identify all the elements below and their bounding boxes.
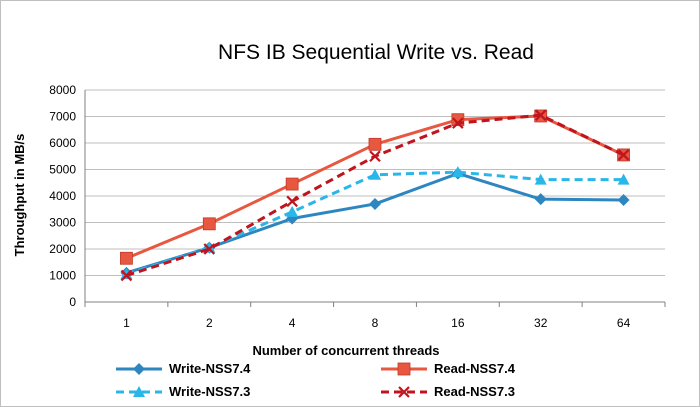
data-point	[368, 137, 382, 151]
data-point	[202, 217, 216, 231]
x-tick-label: 2	[206, 316, 213, 330]
x-tick-label: 32	[534, 316, 548, 330]
legend-item: Write-NSS7.4	[116, 361, 251, 376]
legend-item: Read-NSS7.4	[381, 361, 516, 376]
data-point	[369, 197, 381, 210]
x-tick-label: 64	[617, 316, 631, 330]
y-tick-label: 1000	[49, 269, 76, 283]
series-line	[125, 171, 624, 275]
data-point	[534, 109, 547, 121]
x-tick-label: 4	[289, 316, 296, 330]
x-tick-labels: 1 2 4 8 16 32 64	[123, 316, 630, 330]
data-point	[617, 149, 630, 161]
legend-label: Read-NSS7.4	[434, 361, 516, 376]
series-layer	[120, 109, 630, 282]
legend-marker	[398, 386, 410, 398]
y-tick-label: 7000	[49, 110, 76, 124]
data-point	[617, 193, 630, 206]
data-point	[286, 195, 298, 208]
y-tick-label: 0	[69, 295, 76, 309]
chart-title: NFS IB Sequential Write vs. Read	[218, 41, 534, 64]
series-line	[125, 170, 624, 276]
x-tick-label: 16	[451, 316, 465, 330]
legend-item: Write-NSS7.3	[116, 384, 250, 399]
legend-marker	[133, 386, 145, 397]
y-tick-label: 5000	[49, 163, 76, 177]
series-line	[125, 114, 625, 260]
series-0	[120, 167, 630, 279]
data-point	[452, 117, 464, 129]
legend-marker	[133, 363, 145, 375]
x-tick-label: 8	[372, 316, 379, 330]
data-point	[285, 177, 299, 191]
y-tick-label: 2000	[49, 242, 76, 256]
data-point	[369, 150, 381, 163]
x-tick-label: 1	[123, 316, 130, 330]
series-1	[120, 109, 630, 265]
y-axis-title: Throughput in MB/s	[12, 134, 27, 257]
data-point	[369, 168, 381, 180]
legend-item: Read-NSS7.3	[381, 384, 515, 399]
data-point	[617, 173, 630, 185]
y-tick-label: 4000	[49, 189, 76, 203]
data-point	[120, 268, 133, 280]
y-tick-label: 3000	[49, 216, 76, 230]
y-tick-labels: 0 1000 2000 3000 4000 5000 6000 7000 8000	[49, 83, 76, 309]
data-point	[203, 243, 216, 255]
legend-label: Write-NSS7.3	[169, 384, 250, 399]
data-point	[286, 205, 299, 217]
legend: Write-NSS7.4 Read-NSS7.4 Write-NSS7.3 Read-…	[116, 361, 516, 399]
legend-label: Read-NSS7.3	[434, 384, 515, 399]
x-axis-title: Number of concurrent threads	[252, 343, 439, 358]
y-tick-label: 8000	[49, 83, 76, 97]
y-tick-label: 6000	[49, 136, 76, 150]
data-point	[120, 269, 133, 282]
data-point	[451, 166, 464, 178]
data-point	[534, 173, 547, 185]
legend-marker	[397, 362, 411, 376]
series-3	[120, 109, 630, 282]
data-point	[534, 193, 547, 206]
legend-label: Write-NSS7.4	[169, 361, 251, 376]
data-point	[120, 251, 133, 265]
